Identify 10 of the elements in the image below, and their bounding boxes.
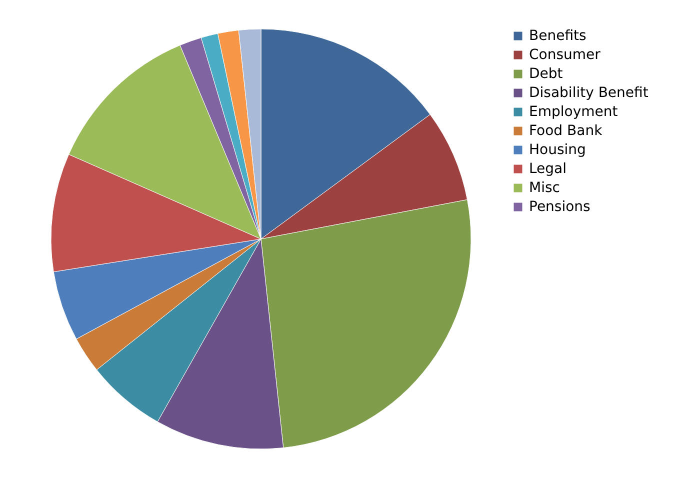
legend-label: Housing [529, 142, 586, 158]
legend-label: Benefits [529, 28, 586, 44]
legend-label: Disability Benefit [529, 85, 649, 101]
legend-label: Employment [529, 104, 618, 120]
legend-label: Debt [529, 66, 564, 82]
legend-label: Legal [529, 161, 567, 177]
legend-label: Consumer [529, 47, 601, 63]
legend-label: Misc [529, 180, 560, 196]
legend-label: Food Bank [529, 123, 604, 139]
legend-label: Pensions [529, 199, 590, 215]
